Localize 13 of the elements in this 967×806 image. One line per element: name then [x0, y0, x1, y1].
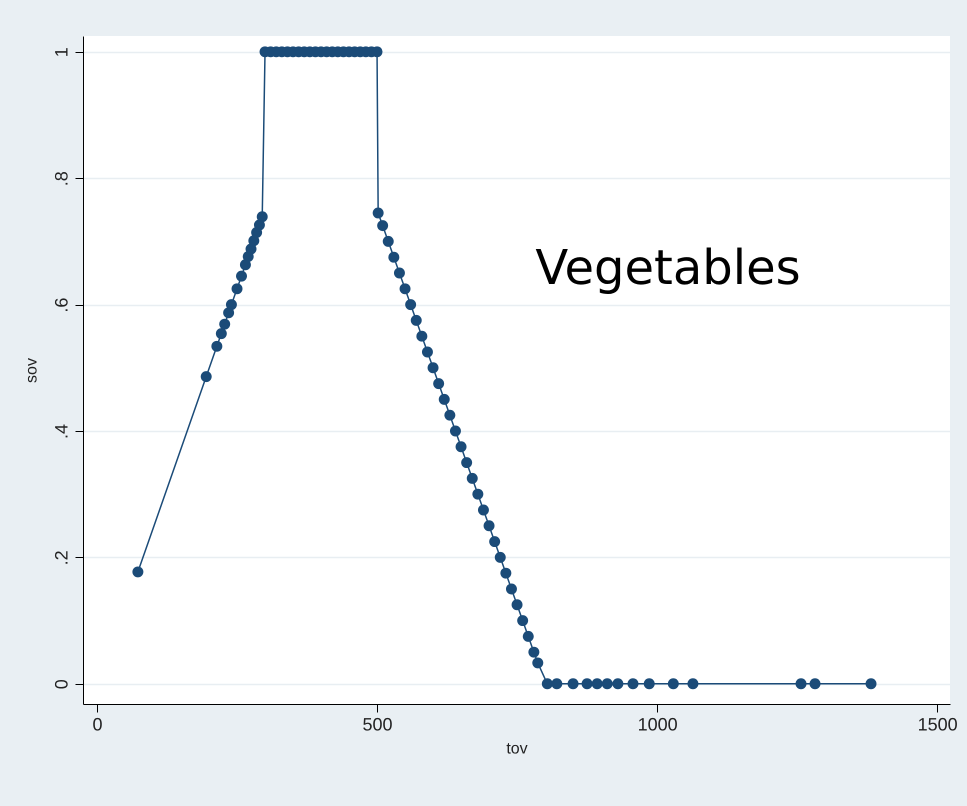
x-tick-label: 500: [362, 714, 393, 734]
y-tick-label: .8: [52, 171, 72, 186]
y-axis-title: sov: [24, 358, 40, 383]
x-axis-title: tov: [506, 740, 528, 758]
y-tick-label: .2: [52, 550, 72, 566]
y-tick-label: .6: [52, 298, 72, 313]
x-tick-label: 1500: [918, 714, 958, 734]
y-tick-label: 0: [52, 679, 72, 690]
x-tick-label: 1000: [638, 714, 678, 734]
x-tick-label: 0: [92, 714, 103, 734]
annotation: Vegetables: [535, 240, 801, 296]
y-tick-label: .4: [52, 424, 72, 439]
y-tick-label: 1: [52, 47, 72, 58]
